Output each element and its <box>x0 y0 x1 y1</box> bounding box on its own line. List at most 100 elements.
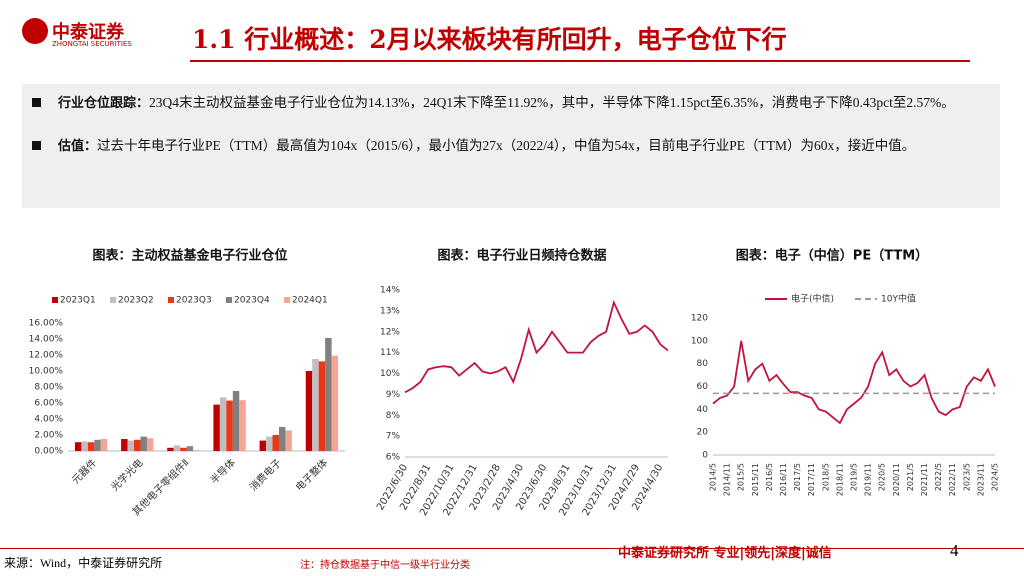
y-tick-label: 12.00% <box>29 351 64 361</box>
bar <box>100 439 108 451</box>
bar <box>146 438 154 451</box>
logo-mark <box>22 18 48 44</box>
bar <box>121 439 128 451</box>
bar <box>272 435 279 451</box>
bullet-label: 行业仓位跟踪： <box>58 96 150 111</box>
title-rule <box>190 60 970 62</box>
bullet-label: 估值： <box>58 139 98 154</box>
y-tick-label: 9% <box>386 390 401 400</box>
bar <box>232 391 240 451</box>
x-tick-label: 2015/5 <box>737 463 746 491</box>
bar <box>239 400 246 451</box>
bar <box>226 400 233 451</box>
y-tick-label: 6% <box>386 453 401 463</box>
bar <box>325 337 332 451</box>
x-tick-label: 2021/5 <box>906 463 915 491</box>
y-tick-label: 11% <box>380 348 400 358</box>
bullet: 行业仓位跟踪：23Q4末主动权益基金电子行业仓位为14.13%，24Q1末下降至… <box>32 92 988 114</box>
y-tick-label: 8% <box>386 411 401 421</box>
x-tick-label: 2014/5 <box>709 463 718 491</box>
legend-label: 2023Q1 <box>60 296 96 306</box>
bar <box>186 446 194 451</box>
bar <box>127 440 135 451</box>
y-tick-label: 13% <box>380 306 400 316</box>
x-tick-label: 2018/5 <box>821 463 830 491</box>
y-tick-label: 10% <box>380 369 400 379</box>
x-tick-label: 2023/5 <box>962 463 971 491</box>
bar <box>213 404 220 451</box>
x-tick-label: 消费电子 <box>247 456 284 493</box>
legend-label: 2023Q4 <box>234 296 270 306</box>
x-tick-label: 2018/11 <box>835 463 844 496</box>
x-tick-label: 2019/5 <box>850 463 859 491</box>
x-tick-label: 2019/11 <box>864 463 873 496</box>
x-tick-label: 2016/11 <box>779 463 788 496</box>
y-tick-label: 0.00% <box>34 447 63 457</box>
x-tick-label: 2014/11 <box>723 463 732 496</box>
bar <box>193 450 200 451</box>
legend-label: 2023Q2 <box>118 296 154 306</box>
legend-swatch <box>52 297 58 303</box>
y-tick-label: 100 <box>691 336 708 346</box>
y-tick-label: 80 <box>697 359 709 369</box>
note: 注：持仓数据基于中信一级半行业分类 <box>300 560 470 571</box>
bar <box>331 355 339 451</box>
x-tick-label: 2024/5 <box>991 463 1000 491</box>
x-tick-label: 2022/11 <box>948 463 957 496</box>
bar <box>74 442 82 451</box>
y-tick-label: 0 <box>702 451 708 461</box>
x-tick-label: 2023/11 <box>976 463 985 496</box>
y-tick-label: 20 <box>697 428 709 438</box>
bar <box>259 440 267 451</box>
line <box>404 299 669 394</box>
chart-title: 图表：电子行业日频持仓数据 <box>437 248 606 264</box>
footer-rule <box>0 548 1024 549</box>
bar <box>318 361 326 451</box>
bar <box>312 359 319 451</box>
y-tick-label: 14.00% <box>29 335 64 345</box>
page-number: 4 <box>950 541 959 560</box>
line <box>712 340 996 425</box>
y-tick-label: 2.00% <box>34 431 63 441</box>
bar <box>173 445 181 451</box>
y-tick-label: 14% <box>380 286 400 296</box>
legend-label: 2023Q3 <box>176 296 212 306</box>
legend-swatch <box>168 297 174 303</box>
bullet-text: 23Q4末主动权益基金电子行业仓位为14.13%，24Q1末下降至11.92%，… <box>149 95 955 110</box>
x-tick-label: 2017/5 <box>793 463 802 491</box>
x-tick-label: 半导体 <box>207 456 237 486</box>
y-tick-label: 16.00% <box>29 319 64 329</box>
legend-swatch <box>226 297 232 303</box>
bar <box>285 430 292 451</box>
y-tick-label: 120 <box>691 314 708 324</box>
chart-title: 图表：电子（中信）PE（TTM） <box>736 248 928 264</box>
y-tick-label: 60 <box>697 382 709 392</box>
bar <box>87 442 95 451</box>
legend-label: 10Y中值 <box>881 293 916 305</box>
bar <box>81 441 88 451</box>
legend-label: 电子(中信) <box>791 293 834 305</box>
y-tick-label: 6.00% <box>34 399 63 409</box>
logo-sub: ZHONGTAI SECURITIES <box>52 40 132 48</box>
legend-swatch <box>110 297 116 303</box>
x-tick-label: 2022/5 <box>934 463 943 491</box>
x-tick-label: 2021/11 <box>920 463 929 496</box>
y-tick-label: 10.00% <box>29 367 64 377</box>
x-tick-label: 电子整体 <box>293 456 330 493</box>
logo: 中泰证券 <box>52 22 124 43</box>
bar <box>140 436 147 451</box>
y-tick-label: 4.00% <box>34 415 63 425</box>
x-tick-label: 2015/11 <box>751 463 760 496</box>
bar <box>134 439 141 451</box>
x-tick-label: 2020/11 <box>892 463 901 496</box>
y-tick-label: 40 <box>697 405 709 415</box>
x-tick-label: 2016/5 <box>765 463 774 491</box>
x-tick-label: 2020/5 <box>878 463 887 491</box>
source: 来源：Wind，中泰证券研究所 <box>4 556 163 570</box>
bar <box>180 447 187 451</box>
brand: 中泰证券研究所 专业|领先|深度|诚信 <box>618 546 832 561</box>
summary-box <box>22 84 1000 208</box>
y-tick-label: 12% <box>380 327 400 337</box>
legend-label: 2024Q1 <box>292 296 328 306</box>
